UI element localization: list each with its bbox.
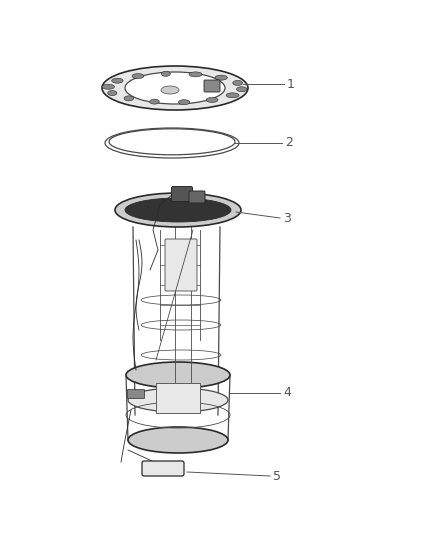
Ellipse shape xyxy=(178,100,190,104)
Ellipse shape xyxy=(108,91,117,95)
Text: 3: 3 xyxy=(283,212,291,224)
Ellipse shape xyxy=(125,198,231,222)
Text: 2: 2 xyxy=(285,136,293,149)
Ellipse shape xyxy=(161,86,179,94)
Ellipse shape xyxy=(125,72,225,104)
Ellipse shape xyxy=(128,388,228,412)
Ellipse shape xyxy=(226,93,239,98)
Ellipse shape xyxy=(126,362,230,388)
Ellipse shape xyxy=(233,80,243,85)
Ellipse shape xyxy=(189,72,202,77)
Ellipse shape xyxy=(150,99,159,104)
Text: 1: 1 xyxy=(287,77,295,91)
Ellipse shape xyxy=(132,74,144,78)
FancyBboxPatch shape xyxy=(127,390,145,399)
Ellipse shape xyxy=(161,71,170,76)
FancyBboxPatch shape xyxy=(172,187,192,201)
Ellipse shape xyxy=(102,66,248,110)
Ellipse shape xyxy=(124,96,134,101)
Ellipse shape xyxy=(215,75,227,80)
FancyBboxPatch shape xyxy=(165,239,197,291)
Ellipse shape xyxy=(102,84,114,89)
FancyBboxPatch shape xyxy=(189,191,205,203)
Text: 4: 4 xyxy=(283,386,291,400)
Ellipse shape xyxy=(112,78,123,83)
Ellipse shape xyxy=(237,87,247,92)
FancyBboxPatch shape xyxy=(156,383,200,413)
Ellipse shape xyxy=(115,193,241,227)
Ellipse shape xyxy=(128,427,228,453)
FancyBboxPatch shape xyxy=(142,461,184,476)
FancyBboxPatch shape xyxy=(204,80,220,92)
Ellipse shape xyxy=(206,98,218,102)
Text: 5: 5 xyxy=(273,470,281,482)
